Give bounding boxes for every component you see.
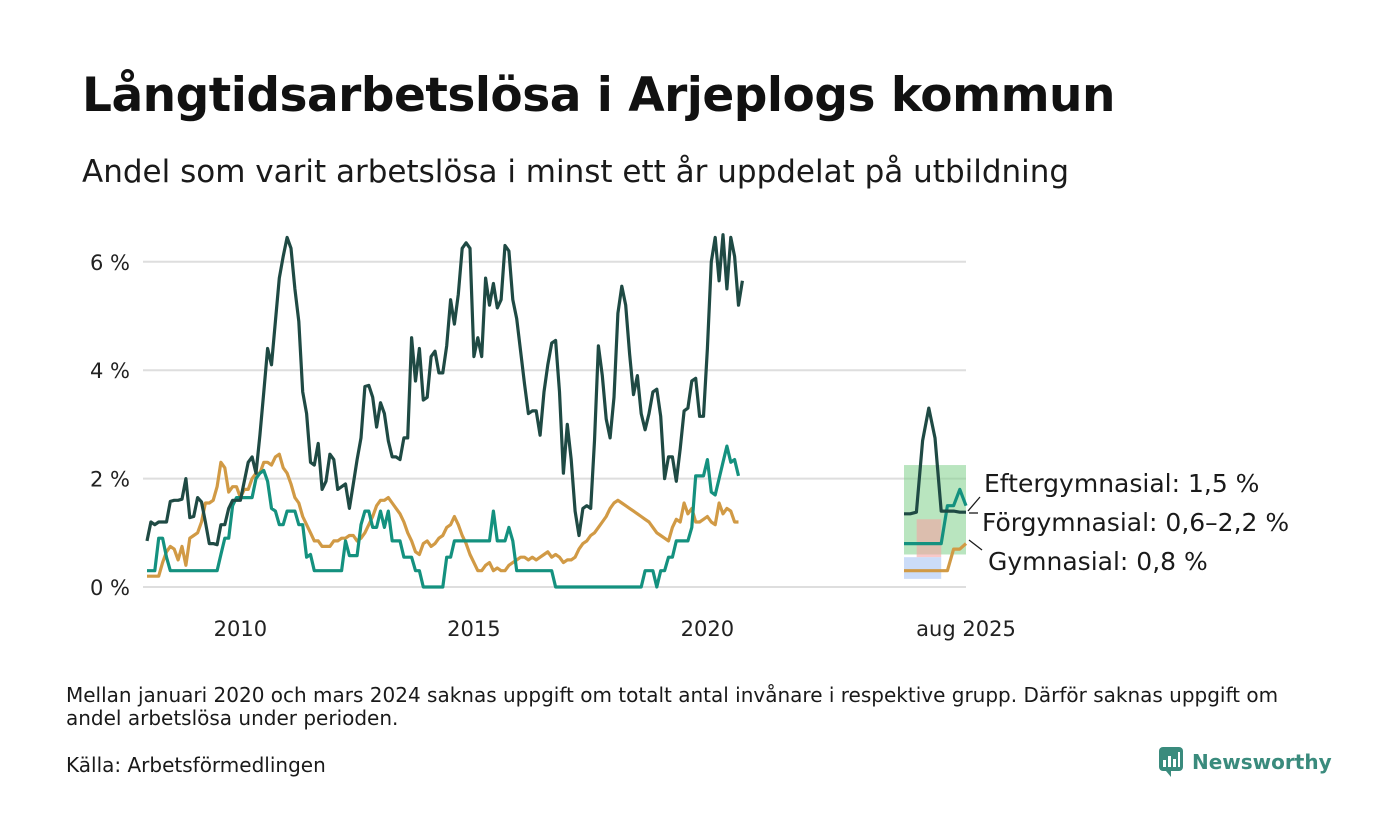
x-tick-label: 2010 xyxy=(214,617,267,641)
brand-name: Newsworthy xyxy=(1192,750,1332,774)
footnote: Mellan januari 2020 och mars 2024 saknas… xyxy=(66,683,1279,730)
axis-labels: 0 % 2 % 4 % 6 % 2010 2015 2020 aug 2025 xyxy=(90,251,1016,641)
chart-subtitle: Andel som varit arbetslösa i minst ett å… xyxy=(82,154,1070,190)
x-tick-label: aug 2025 xyxy=(916,617,1016,641)
x-tick-label: 2015 xyxy=(447,617,500,641)
newsworthy-logo-icon xyxy=(1159,747,1183,777)
grid-lines xyxy=(143,260,966,588)
end-label-leader xyxy=(968,539,983,551)
series-lines xyxy=(145,233,968,589)
chart-title: Långtidsarbetslösa i Arjeplogs kommun xyxy=(82,68,1115,123)
end-label-gymnasial: Gymnasial: 0,8 % xyxy=(988,547,1208,576)
series-line-förgymnasial xyxy=(145,233,744,547)
y-tick-label: 0 % xyxy=(90,576,130,600)
y-tick-label: 2 % xyxy=(90,468,130,492)
series-line-recent-förgymnasial xyxy=(904,406,966,516)
line-chart: 0 % 2 % 4 % 6 % 2010 2015 2020 aug 2025 Eftergy… xyxy=(90,233,1289,641)
x-tick-label: 2020 xyxy=(681,617,734,641)
series-line-gymnasial xyxy=(147,452,739,578)
series-line-eftergymnasial xyxy=(147,444,741,589)
y-tick-label: 6 % xyxy=(90,251,130,275)
end-label-förgymnasial: Förgymnasial: 0,6–2,2 % xyxy=(982,508,1289,537)
source-note: Källa: Arbetsförmedlingen xyxy=(66,753,326,777)
series-line-recent-gymnasial xyxy=(904,542,968,573)
uncertainty-bands xyxy=(904,465,966,579)
y-tick-label: 4 % xyxy=(90,359,130,383)
series-line-recent-eftergymnasial xyxy=(904,487,968,546)
band-2 xyxy=(904,557,942,579)
brand-logo[interactable]: Newsworthy xyxy=(1158,746,1332,778)
end-labels: Eftergymnasial: 1,5 % Förgymnasial: 0,6–2… xyxy=(967,469,1289,576)
band-1 xyxy=(916,519,942,558)
end-label-leader xyxy=(967,496,981,512)
end-label-eftergymnasial: Eftergymnasial: 1,5 % xyxy=(984,469,1259,498)
